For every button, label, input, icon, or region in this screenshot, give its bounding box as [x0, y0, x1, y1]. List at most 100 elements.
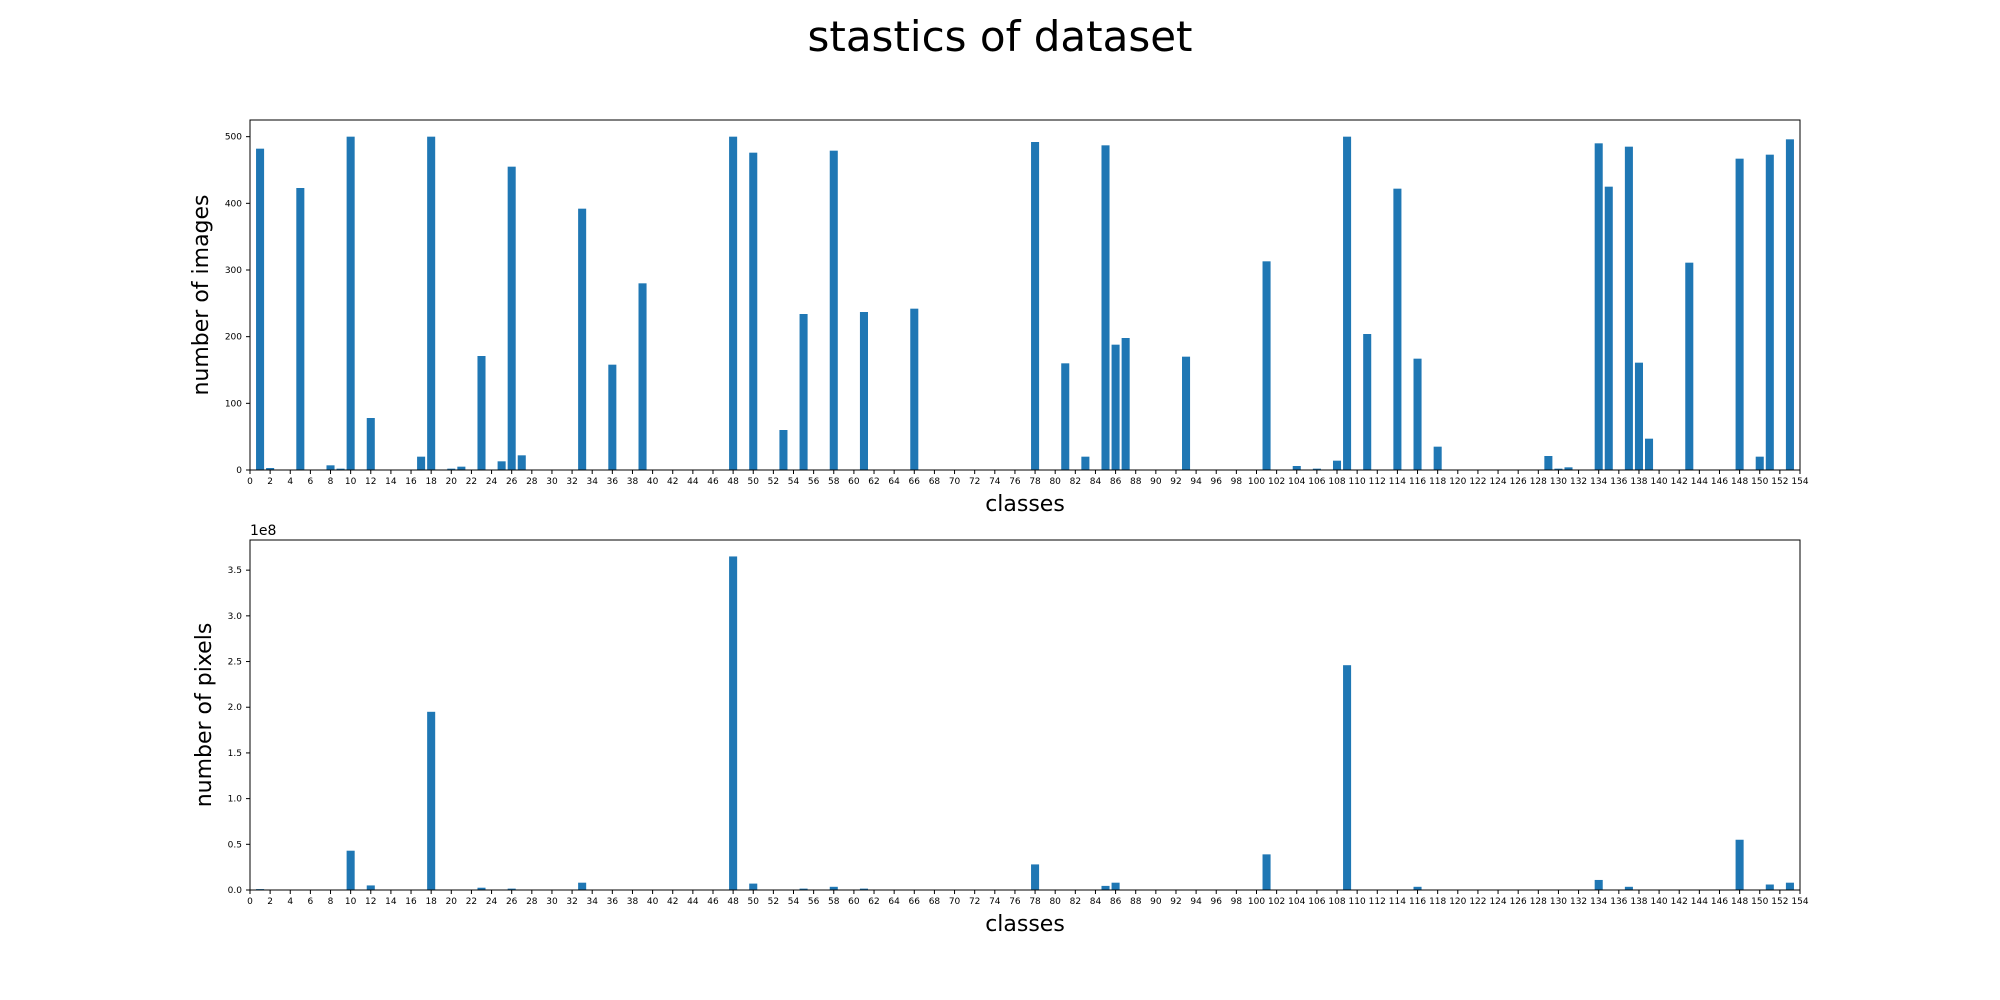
x-tick-label: 34	[586, 477, 598, 487]
x-tick-label: 36	[607, 897, 619, 907]
x-tick-label: 50	[748, 897, 760, 907]
bar-class-26	[507, 166, 516, 471]
x-tick-label: 32	[566, 897, 577, 907]
y-tick-label: 0.0	[228, 886, 243, 896]
x-tick-label: 76	[1009, 897, 1021, 907]
x-tick-label: 64	[888, 477, 900, 487]
x-tick-label: 100	[1248, 477, 1265, 487]
y-tick-label: 300	[225, 266, 242, 276]
x-tick-label: 108	[1328, 477, 1345, 487]
bar-class-36	[608, 364, 617, 470]
bar-class-23	[477, 356, 486, 470]
x-tick-label: 106	[1308, 477, 1325, 487]
x-tick-label: 30	[546, 477, 558, 487]
bar-class-151	[1765, 884, 1774, 890]
x-tick-label: 150	[1751, 477, 1768, 487]
x-tick-label: 68	[929, 477, 941, 487]
x-tick-label: 136	[1610, 897, 1627, 907]
bar-class-5	[296, 188, 305, 470]
x-tick-label: 102	[1268, 897, 1285, 907]
bar-class-78	[1031, 864, 1040, 890]
y-tick-label: 100	[225, 399, 242, 409]
x-tick-label: 72	[969, 897, 980, 907]
bar-class-10	[346, 850, 355, 890]
images-per-class-chart: 0 2 4 6 8 10 12 14 16 18 20 22 24 26 28 30 32 34 36 38 40 42 4…	[189, 119, 1809, 517]
bar-class-86	[1111, 882, 1120, 890]
bar-class-23	[477, 887, 486, 890]
x-tick-label: 4	[287, 897, 293, 907]
x-tick-label: 28	[526, 477, 538, 487]
bar-class-151	[1765, 154, 1774, 471]
bar-class-17	[417, 456, 426, 470]
x-tick-label: 142	[1671, 897, 1688, 907]
y-tick-label: 500	[225, 133, 242, 143]
x-tick-label: 114	[1389, 477, 1406, 487]
bar-class-21	[457, 466, 466, 470]
x-tick-label: 54	[788, 897, 800, 907]
x-tick-label: 68	[929, 897, 941, 907]
x-tick-label: 130	[1550, 897, 1567, 907]
x-tick-label: 132	[1570, 897, 1587, 907]
bar-class-39	[638, 283, 647, 470]
x-tick-label: 12	[365, 477, 376, 487]
bar-class-129	[1544, 456, 1553, 470]
bar-class-134	[1594, 143, 1603, 470]
bar-class-85	[1101, 145, 1110, 470]
x-tick-label: 110	[1349, 477, 1366, 487]
y-tick-label: 0.5	[228, 840, 242, 850]
x-tick-label: 146	[1711, 897, 1728, 907]
y-tick-label: 2.5	[228, 658, 242, 668]
x-tick-label: 134	[1590, 477, 1607, 487]
bar-class-33	[578, 208, 587, 471]
x-tick-label: 78	[1029, 477, 1041, 487]
x-tick-label: 98	[1231, 897, 1243, 907]
x-tick-label: 126	[1510, 477, 1527, 487]
x-tick-label: 52	[768, 897, 779, 907]
x-tick-label: 112	[1369, 897, 1386, 907]
x-tick-label: 124	[1489, 897, 1506, 907]
bar-class-116	[1413, 358, 1422, 470]
x-tick-label: 26	[506, 477, 518, 487]
x-tick-label: 70	[949, 477, 961, 487]
x-tick-label: 64	[888, 897, 900, 907]
y-tick-label: 200	[225, 333, 242, 343]
x-tick-label: 24	[486, 897, 498, 907]
bar-class-109	[1343, 136, 1352, 471]
x-tick-label: 30	[546, 897, 558, 907]
x-tick-label: 154	[1791, 477, 1808, 487]
x-tick-label: 82	[1070, 477, 1081, 487]
bar-class-48	[729, 556, 738, 890]
y-tick-label: 1.5	[228, 749, 242, 759]
bar-class-50	[749, 883, 758, 890]
bar-class-58	[829, 150, 838, 471]
bar-class-26	[507, 888, 516, 890]
x-tick-label: 60	[848, 477, 860, 487]
x-tick-label: 46	[707, 477, 719, 487]
x-tick-label: 118	[1429, 477, 1446, 487]
x-tick-label: 42	[667, 897, 678, 907]
x-tick-label: 92	[1170, 897, 1181, 907]
x-tick-label: 28	[526, 897, 538, 907]
bar-class-81	[1061, 363, 1070, 470]
x-tick-label: 38	[627, 477, 639, 487]
x-tick-label: 50	[748, 477, 760, 487]
x-axis-label: classes	[985, 912, 1065, 937]
bar-class-53	[779, 430, 788, 470]
x-tick-label: 94	[1190, 477, 1202, 487]
x-tick-label: 128	[1530, 477, 1547, 487]
bar-class-139	[1645, 438, 1654, 470]
x-tick-label: 76	[1009, 477, 1021, 487]
bar-class-101	[1262, 854, 1271, 890]
x-tick-label: 140	[1650, 897, 1667, 907]
x-tick-label: 82	[1070, 897, 1081, 907]
bar-class-61	[859, 888, 868, 890]
x-tick-label: 106	[1308, 897, 1325, 907]
x-tick-label: 144	[1691, 477, 1708, 487]
bar-class-83	[1081, 456, 1090, 470]
x-axis-label: classes	[985, 492, 1065, 517]
x-tick-label: 90	[1150, 897, 1162, 907]
x-tick-label: 22	[466, 897, 477, 907]
x-tick-label: 74	[989, 897, 1001, 907]
x-tick-label: 102	[1268, 477, 1285, 487]
bar-class-58	[829, 886, 838, 890]
